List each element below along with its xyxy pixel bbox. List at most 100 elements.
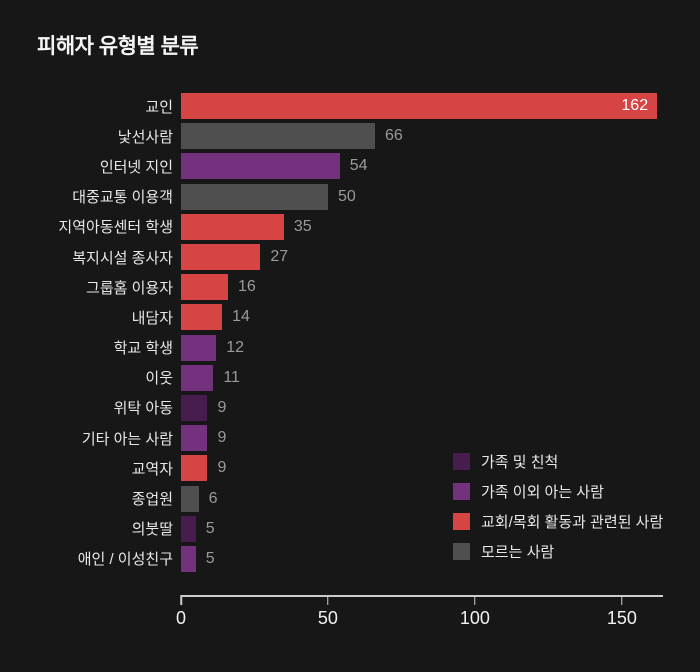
bar <box>181 123 375 150</box>
category-label: 대중교통 이용객 <box>72 189 173 207</box>
category-label: 지역아동센터 학생 <box>58 219 173 237</box>
value-label: 50 <box>337 187 356 205</box>
bar-row: 대중교통 이용객 50 <box>0 182 663 212</box>
bar-track: 6 <box>181 485 663 512</box>
legend-swatch <box>453 482 470 500</box>
category-label: 인터넷 지인 <box>99 158 173 176</box>
bar <box>181 425 208 452</box>
bar-row: 의붓딸 5 <box>0 514 663 544</box>
bar-row: 인터넷 지인 54 <box>0 151 663 181</box>
x-axis: 0 50 100 150 <box>176 595 663 635</box>
x-axis-tick <box>180 595 182 605</box>
bar <box>181 213 284 240</box>
bar <box>181 364 214 391</box>
bar-track: 14 <box>181 304 663 331</box>
bar-row: 복지시설 종사자 27 <box>0 242 663 272</box>
category-label: 내담자 <box>131 309 173 327</box>
category-label: 낯선사람 <box>117 128 173 146</box>
bar-track: 50 <box>181 183 663 210</box>
category-label: 복지시설 종사자 <box>72 249 173 267</box>
value-label: 9 <box>217 429 227 447</box>
bar-track: 66 <box>181 123 663 150</box>
x-axis-tick <box>621 595 623 605</box>
bar-row: 낯선사람 66 <box>0 121 663 151</box>
x-axis-line <box>181 595 663 597</box>
category-label: 교인 <box>145 98 173 116</box>
bar-row: 학교 학생 12 <box>0 333 663 363</box>
bar <box>181 545 196 572</box>
legend-item: 가족 및 친척 <box>453 446 663 476</box>
value-label: 5 <box>205 519 215 537</box>
value-label: 5 <box>205 549 215 567</box>
bar-row: 종업원 6 <box>0 483 663 513</box>
category-label: 종업원 <box>131 491 173 509</box>
value-label: 9 <box>217 459 227 477</box>
bar-track: 35 <box>181 213 663 240</box>
bar <box>181 394 208 421</box>
x-axis-tick-label: 150 <box>606 608 637 628</box>
bar <box>181 304 223 331</box>
category-label: 기타 아는 사람 <box>81 430 173 448</box>
bar <box>181 274 229 301</box>
bar <box>181 485 199 512</box>
value-label: 54 <box>349 157 368 175</box>
category-label: 이웃 <box>145 370 173 388</box>
bar-row: 지역아동센터 학생 35 <box>0 212 663 242</box>
category-label: 학교 학생 <box>113 340 173 358</box>
bar-track: 9 <box>181 455 663 482</box>
value-label: 11 <box>223 368 240 386</box>
legend-item: 모르는 사람 <box>453 536 663 566</box>
category-label: 교역자 <box>131 460 173 478</box>
bar-track: 12 <box>181 334 663 361</box>
category-label: 애인 / 이성친구 <box>77 551 173 569</box>
x-axis-tick-label: 0 <box>175 608 187 628</box>
legend-swatch <box>453 512 470 530</box>
legend-item: 가족 이외 아는 사람 <box>453 476 663 506</box>
bar-track: 5 <box>181 515 663 542</box>
legend-label: 모르는 사람 <box>481 543 555 561</box>
value-label: 9 <box>217 398 227 416</box>
legend-label: 교회/목회 활동과 관련된 사람 <box>481 513 664 531</box>
value-label: 27 <box>270 248 289 266</box>
legend-label: 가족 이외 아는 사람 <box>481 483 604 501</box>
value-label: 12 <box>226 338 245 356</box>
bar-row: 위탁 아동 9 <box>0 393 663 423</box>
category-label: 의붓딸 <box>131 521 173 539</box>
bar-track: 16 <box>181 274 663 301</box>
bar-row: 그룹홈 이용자 16 <box>0 272 663 302</box>
x-axis-tick <box>327 595 329 605</box>
bar <box>181 334 217 361</box>
value-label: 16 <box>238 278 256 296</box>
category-label: 그룹홈 이용자 <box>86 279 173 297</box>
bar-track: 9 <box>181 425 663 452</box>
bar-track: 27 <box>181 244 663 271</box>
legend-item: 교회/목회 활동과 관련된 사람 <box>453 506 663 536</box>
bar-track: 54 <box>181 153 663 180</box>
bar-row: 기타 아는 사람 9 <box>0 423 663 453</box>
bar <box>181 515 196 542</box>
bar-row: 교역자 9 <box>0 453 663 483</box>
value-label: 35 <box>293 217 312 235</box>
bar-track: 9 <box>181 394 663 421</box>
bar-row: 애인 / 이성친구 5 <box>0 544 663 574</box>
bar <box>181 153 340 180</box>
bar-rows: 교인 162 낯선사람 66 인터넷 지인 54 대중교통 이용객 50 지역아동센터 학생 35… <box>0 91 663 574</box>
x-axis-tick-label: 50 <box>317 608 338 628</box>
chart-title: 피해자 유형별 분류 <box>37 35 199 58</box>
bar-row: 이웃 11 <box>0 363 663 393</box>
bar-track: 5 <box>181 545 663 572</box>
legend-swatch <box>453 542 470 560</box>
legend-label: 가족 및 친척 <box>481 453 559 471</box>
bar <box>181 244 261 271</box>
bar <box>181 183 328 210</box>
x-axis-tick-label: 100 <box>459 608 490 628</box>
x-axis-tick <box>474 595 476 605</box>
value-label: 66 <box>384 127 403 145</box>
bar: 162 <box>181 93 658 120</box>
value-label: 6 <box>208 489 218 507</box>
category-label: 위탁 아동 <box>113 400 173 418</box>
bar-row: 내담자 14 <box>0 302 663 332</box>
legend-swatch <box>453 452 470 470</box>
